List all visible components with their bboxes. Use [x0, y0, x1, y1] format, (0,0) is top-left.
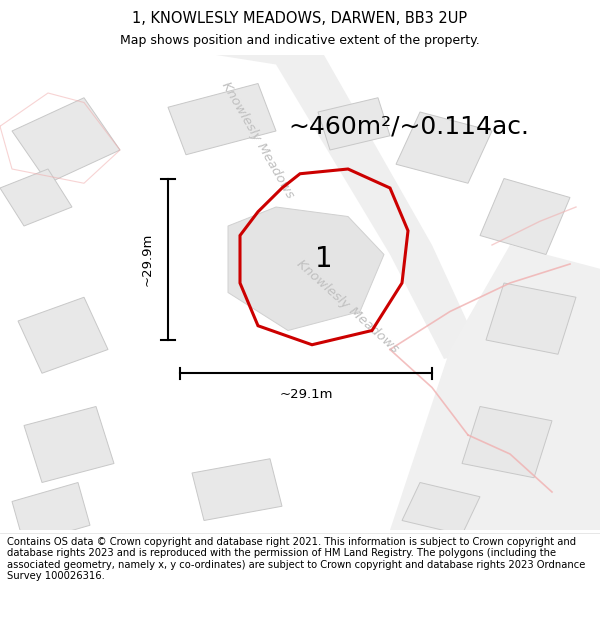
- Text: 1, KNOWLESLY MEADOWS, DARWEN, BB3 2UP: 1, KNOWLESLY MEADOWS, DARWEN, BB3 2UP: [133, 11, 467, 26]
- Text: ~460m²/~0.114ac.: ~460m²/~0.114ac.: [288, 114, 529, 138]
- Polygon shape: [0, 169, 72, 226]
- Polygon shape: [216, 55, 480, 359]
- Polygon shape: [396, 112, 492, 183]
- Polygon shape: [12, 98, 120, 183]
- Text: Map shows position and indicative extent of the property.: Map shows position and indicative extent…: [120, 34, 480, 47]
- Polygon shape: [168, 84, 276, 155]
- Text: Knowlesly Meadows: Knowlesly Meadows: [295, 258, 401, 356]
- Polygon shape: [12, 482, 90, 544]
- Text: Contains OS data © Crown copyright and database right 2021. This information is : Contains OS data © Crown copyright and d…: [7, 537, 586, 581]
- Text: ~29.1m: ~29.1m: [279, 388, 333, 401]
- Polygon shape: [360, 245, 600, 530]
- Polygon shape: [462, 406, 552, 478]
- Polygon shape: [480, 179, 570, 254]
- Polygon shape: [18, 298, 108, 373]
- Text: Knowlesly Meadows: Knowlesly Meadows: [219, 80, 297, 201]
- Polygon shape: [192, 459, 282, 521]
- Polygon shape: [24, 406, 114, 482]
- Polygon shape: [228, 207, 384, 331]
- Polygon shape: [318, 98, 390, 150]
- Text: ~29.9m: ~29.9m: [140, 232, 154, 286]
- Polygon shape: [402, 482, 480, 535]
- Polygon shape: [486, 283, 576, 354]
- Text: 1: 1: [315, 245, 333, 273]
